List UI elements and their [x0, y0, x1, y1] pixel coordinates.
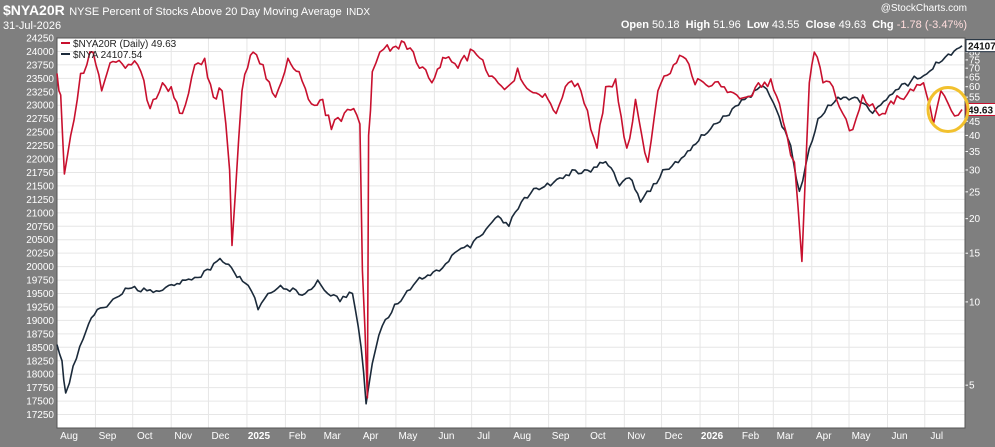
- legend-label: $NYA20R (Daily) 49.63: [73, 39, 177, 50]
- x-tick-label: Apr: [816, 431, 832, 442]
- ohlc-readout: Open 50.18 High 51.96 Low 43.55 Close 49…: [621, 19, 967, 31]
- x-tick-label: Sep: [552, 431, 570, 442]
- left-tick-label: 18000: [26, 370, 54, 381]
- left-tick-label: 18500: [26, 343, 54, 354]
- left-tick-label: 24250: [26, 34, 54, 45]
- x-tick-label: Jul: [477, 431, 490, 442]
- left-tick-label: 18750: [26, 329, 54, 340]
- left-tick-label: 17500: [26, 397, 54, 408]
- nya-last-badge: [965, 39, 995, 53]
- left-tick-label: 18250: [26, 356, 54, 367]
- left-tick-label: 19000: [26, 316, 54, 327]
- x-tick-label: Dec: [212, 431, 230, 442]
- highlight-circle: [926, 85, 970, 133]
- left-tick-label: 20000: [26, 262, 54, 273]
- series-line-nya20r: [56, 40, 963, 399]
- chart-date: 31-Jul-2026: [3, 20, 62, 32]
- left-tick-label: 22750: [26, 114, 54, 125]
- low-label: Low: [746, 19, 769, 31]
- x-tick-label: Apr: [363, 431, 379, 442]
- x-tick-label: Aug: [60, 431, 78, 442]
- left-tick-label: 19750: [26, 276, 54, 287]
- left-tick-label: 22250: [26, 141, 54, 152]
- x-tick-label: Dec: [665, 431, 683, 442]
- chg-value: -1.78 (-3.47%): [896, 19, 967, 31]
- left-tick-label: 23250: [26, 87, 54, 98]
- left-tick-label: 20750: [26, 222, 54, 233]
- exchange: INDX: [346, 7, 371, 18]
- x-tick-label: Nov: [627, 431, 645, 442]
- description: NYSE Percent of Stocks Above 20 Day Movi…: [69, 6, 342, 18]
- low-value: 43.55: [771, 19, 800, 31]
- x-tick-label: Feb: [742, 431, 760, 442]
- nya20r-last-badge: [965, 102, 995, 116]
- left-tick-label: 19250: [26, 302, 54, 313]
- left-tick-label: 23500: [26, 74, 54, 85]
- left-tick-label: 20250: [26, 249, 54, 260]
- left-tick-label: 23000: [26, 101, 54, 112]
- left-tick-label: 21000: [26, 208, 54, 219]
- x-tick-label: Sep: [99, 431, 117, 442]
- x-tick-label: Jun: [438, 431, 454, 442]
- close-value: 49.63: [838, 19, 867, 31]
- left-tick-label: 21250: [26, 195, 54, 206]
- x-tick-label: Mar: [324, 431, 342, 442]
- chg-label: Chg: [872, 19, 894, 31]
- right-tick-label: 20: [969, 214, 981, 225]
- high-label: High: [685, 19, 711, 31]
- x-tick-label: Oct: [590, 431, 606, 442]
- x-tick-label: Jul: [930, 431, 943, 442]
- x-tick-label: Mar: [777, 431, 795, 442]
- right-tick-label: 70: [969, 64, 981, 75]
- right-tick-label: 30: [969, 165, 981, 176]
- plot-area: [57, 38, 965, 428]
- x-tick-label: May: [398, 431, 417, 442]
- x-tick-label: May: [852, 431, 871, 442]
- right-tick-label: 15: [969, 249, 981, 260]
- series-line-nya: [56, 45, 963, 405]
- right-tick-label: 55: [969, 93, 981, 104]
- right-tick-label: 25: [969, 187, 981, 198]
- right-tick-label: 40: [969, 131, 981, 142]
- high-value: 51.96: [713, 19, 741, 31]
- right-tick-label: 75: [969, 55, 981, 66]
- x-tick-label: Oct: [137, 431, 153, 442]
- watermark: @StockCharts.com: [880, 3, 967, 14]
- x-tick-label: Nov: [174, 431, 192, 442]
- plot-border: [56, 37, 966, 429]
- right-tick-label: 5: [969, 381, 975, 392]
- left-tick-label: 22500: [26, 128, 54, 139]
- left-tick-label: 17250: [26, 410, 54, 421]
- left-tick-label: 20500: [26, 235, 54, 246]
- x-tick-label: 2026: [701, 431, 724, 442]
- open-label: Open: [620, 19, 649, 31]
- left-tick-label: 19500: [26, 289, 54, 300]
- left-tick-label: 21500: [26, 181, 54, 192]
- right-tick-label: 60: [969, 82, 981, 93]
- x-tick-label: Aug: [513, 431, 531, 442]
- nya20r-last-label: 49.63: [968, 105, 993, 116]
- x-tick-label: 2025: [248, 431, 271, 442]
- x-tick-label: Feb: [289, 431, 307, 442]
- left-tick-label: 24000: [26, 47, 54, 58]
- left-tick-label: 21750: [26, 168, 54, 179]
- right-tick-label: 45: [969, 117, 981, 128]
- right-tick-label: 80: [969, 48, 981, 59]
- legend-label: $NYA 24107.54: [73, 50, 143, 61]
- symbol: $NYA20R: [3, 2, 65, 18]
- right-tick-label: 35: [969, 147, 981, 158]
- left-tick-label: 17750: [26, 383, 54, 394]
- left-tick-label: 22000: [26, 155, 54, 166]
- x-tick-label: Jun: [891, 431, 907, 442]
- open-value: 50.18: [652, 19, 680, 31]
- right-tick-label: 10: [969, 297, 981, 308]
- nya-last-label: 24107: [968, 42, 995, 53]
- left-tick-label: 23750: [26, 60, 54, 71]
- close-label: Close: [805, 19, 836, 31]
- right-tick-label: 65: [969, 73, 981, 84]
- chart-title: $NYA20R NYSE Percent of Stocks Above 20 …: [3, 3, 370, 19]
